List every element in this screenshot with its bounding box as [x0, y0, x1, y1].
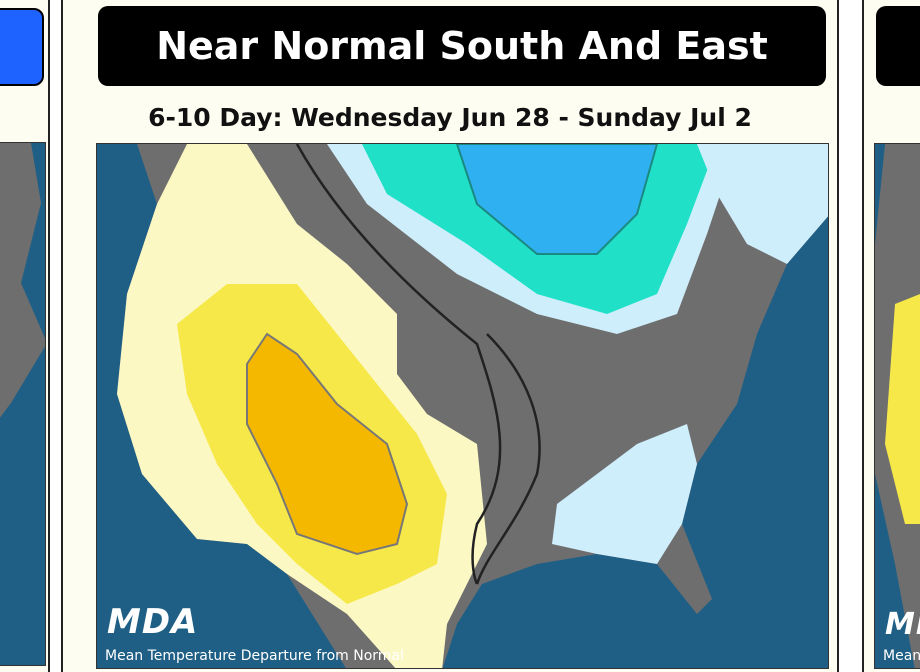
next-slide[interactable]: MDA Mean Temperature Departure from Norm… [862, 0, 920, 672]
slide-subtitle: 6-10 Day: Wednesday Jun 28 - Sunday Jul … [148, 103, 752, 132]
current-slide: Near Normal South And East 6-10 Day: Wed… [61, 0, 839, 672]
land [0, 143, 45, 418]
above-normal [885, 294, 920, 524]
next-map-svg [875, 144, 920, 668]
above-normal-strong [246, 332, 409, 556]
prev-slide[interactable] [0, 0, 50, 672]
logo: MDA [107, 602, 199, 642]
slide-title: Near Normal South And East [98, 6, 826, 86]
below-normal-slight-east [697, 144, 828, 264]
prev-map [0, 142, 46, 666]
normal-line-west [295, 144, 502, 585]
prev-map-svg [0, 143, 45, 418]
temperature-map: MDA Mean Temperature Departure from Norm… [96, 143, 829, 669]
next-logo: MDA [885, 607, 920, 642]
prev-title-box [0, 8, 44, 86]
next-caption: Mean Temperature Departure from Normal [883, 648, 920, 664]
map-caption: Mean Temperature Departure from Normal [105, 648, 404, 664]
next-title-box [876, 6, 920, 86]
next-map: MDA Mean Temperature Departure from Norm… [874, 143, 920, 669]
below-normal-strong [455, 144, 659, 255]
normal-line-east [475, 333, 541, 585]
map-svg [117, 144, 828, 668]
below-normal-slight-southeast [552, 424, 697, 564]
